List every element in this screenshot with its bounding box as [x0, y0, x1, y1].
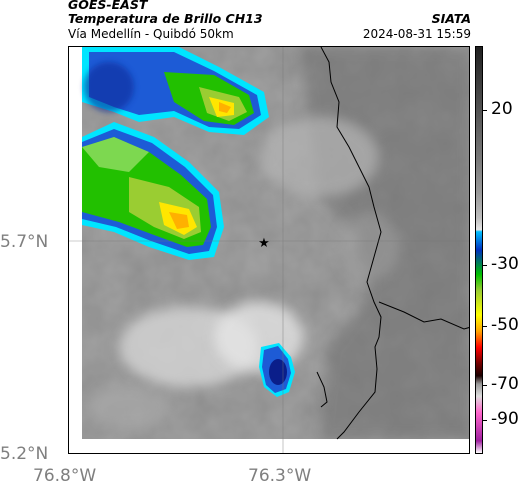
- route-subtitle: Vía Medellín - Quibdó 50km: [68, 27, 234, 41]
- map-panel: ★: [68, 46, 470, 454]
- colorbar-label: -30: [491, 254, 519, 274]
- colorbar-tick: [483, 420, 487, 421]
- temperature-colorbar: [475, 46, 483, 454]
- lat-tick-label: 5.2°N: [0, 444, 49, 464]
- org-label: SIATA: [431, 11, 471, 26]
- lon-tick-label: 76.3°W: [248, 466, 312, 486]
- cloud-cluster-west: [82, 122, 224, 260]
- colorbar-tick: [483, 110, 487, 111]
- lat-tick-label: 5.7°N: [0, 232, 49, 252]
- colorbar-label: -50: [491, 315, 519, 335]
- colorbar-label: 20: [491, 99, 513, 119]
- satellite-map: ★: [69, 47, 469, 453]
- colorbar-tick: [483, 265, 487, 266]
- colorbar-tick: [483, 326, 487, 327]
- cloud-cluster-north: [82, 47, 269, 135]
- product-title: Temperatura de Brillo CH13: [68, 11, 263, 26]
- grid-lines: [69, 47, 469, 453]
- colorbar-label: -70: [491, 374, 519, 394]
- colorbar-label: -90: [491, 409, 519, 429]
- timestamp-label: 2024-08-31 15:59: [362, 27, 471, 41]
- cloud-cell-south: [259, 343, 295, 397]
- location-star-icon: ★: [258, 236, 270, 251]
- satellite-title: GOES-EAST: [68, 0, 148, 12]
- lon-tick-label: 76.8°W: [33, 466, 97, 486]
- border-lines: [316, 47, 469, 440]
- colorbar-tick: [483, 385, 487, 386]
